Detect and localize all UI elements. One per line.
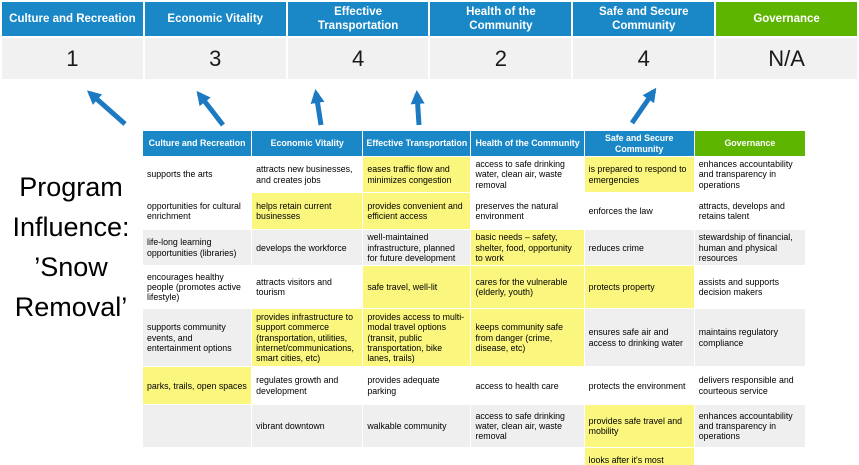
- score-value: 3: [144, 38, 286, 79]
- matrix-cell: access to safe drinking water, clean air…: [471, 405, 584, 448]
- matrix-cell: protects the environment: [584, 367, 694, 405]
- matrix-cell: vibrant downtown: [252, 405, 363, 448]
- matrix-row: vibrant downtown walkable community access…: [143, 405, 805, 448]
- category-cell: Culture and Recreation: [2, 2, 143, 36]
- matrix-cell: supports the arts: [143, 157, 252, 193]
- score-value: 4: [287, 38, 429, 79]
- matrix-cell: reduces crime: [584, 230, 694, 266]
- matrix-cell: opportunities for cultural enrichment: [143, 193, 252, 230]
- matrix-cell: ensures safe air and access to drinking …: [584, 309, 694, 367]
- matrix-cell: [363, 448, 471, 465]
- matrix-row: parks, trails, open spaces regulates grow…: [143, 367, 805, 405]
- matrix-cell: supports community events, and entertain…: [143, 309, 252, 367]
- matrix-cell: walkable community: [363, 405, 471, 448]
- matrix-column-header: Culture and Recreation: [143, 131, 252, 156]
- matrix-cell: provides infrastructure to support comme…: [252, 309, 363, 367]
- up-arrow: [87, 90, 127, 126]
- matrix-cell: develops the workforce: [252, 230, 363, 266]
- program-title: Program Influence: ’Snow Removal’: [12, 172, 130, 322]
- matrix-cell: encourages healthy people (promotes acti…: [143, 266, 252, 309]
- matrix-cell: provides safe travel and mobility: [584, 405, 694, 448]
- matrix-cell: enhances accountability and transparency…: [694, 405, 805, 448]
- matrix-cell: provides convenient and efficient access: [363, 193, 471, 230]
- matrix-cell: provides access to multi-modal travel op…: [363, 309, 471, 367]
- matrix-row: life-long learning opportunities (librar…: [143, 230, 805, 266]
- matrix-cell: enforces the law: [584, 193, 694, 230]
- matrix-cell: looks after it's most vulnerable: [584, 448, 694, 465]
- matrix-header-row: Culture and Recreation Economic Vitality E…: [143, 131, 805, 156]
- matrix-cell: basic needs – safety, shelter, food, opp…: [471, 230, 584, 266]
- matrix-cell: delivers responsible and courteous servi…: [694, 367, 805, 405]
- matrix-row: supports community events, and entertain…: [143, 309, 805, 367]
- matrix-row: encourages healthy people (promotes acti…: [143, 266, 805, 309]
- up-arrow: [629, 87, 657, 125]
- category-cell: Health of the Community: [430, 2, 572, 36]
- matrix-cell: [471, 448, 584, 465]
- score-value: N/A: [716, 38, 857, 79]
- matrix-cell: [143, 448, 252, 465]
- matrix-cell: maintains regulatory compliance: [694, 309, 805, 367]
- matrix-cell: regulates growth and development: [252, 367, 363, 405]
- matrix-cell: [143, 405, 252, 448]
- matrix-cell: preserves the natural environment: [471, 193, 584, 230]
- up-arrow: [196, 90, 225, 127]
- matrix-row: looks after it's most vulnerable: [143, 448, 805, 465]
- scoreboard: Culture and Recreation Economic Vitality E…: [2, 2, 857, 79]
- matrix-column-header: Health of the Community: [471, 131, 584, 156]
- matrix-column-header: Governance: [694, 131, 805, 156]
- matrix-cell: attracts visitors and tourism: [252, 266, 363, 309]
- category-cell: Governance: [716, 2, 857, 36]
- matrix-cell: provides adequate parking: [363, 367, 471, 405]
- matrix-cell: well-maintained infrastructure, planned …: [363, 230, 471, 266]
- matrix-cell: enhances accountability and transparency…: [694, 157, 805, 193]
- matrix-table: Culture and Recreation Economic Vitality E…: [142, 130, 806, 465]
- matrix-cell: [694, 448, 805, 465]
- matrix-cell: life-long learning opportunities (librar…: [143, 230, 252, 266]
- influence-matrix: Culture and Recreation Economic Vitality E…: [142, 130, 806, 465]
- matrix-column-header: Safe and Secure Community: [584, 131, 694, 156]
- score-row: 1 3 4 2 4 N/A: [2, 38, 857, 79]
- category-cell: Effective Transportation: [287, 2, 429, 36]
- matrix-cell: attracts, develops and retains talent: [694, 193, 805, 230]
- matrix-column-header: Effective Transportation: [363, 131, 471, 156]
- score-value: 1: [2, 38, 143, 79]
- matrix-cell: helps retain current businesses: [252, 193, 363, 230]
- matrix-cell: access to health care: [471, 367, 584, 405]
- matrix-cell: assists and supports decision makers: [694, 266, 805, 309]
- matrix-cell: attracts new businesses, and creates job…: [252, 157, 363, 193]
- matrix-row: supports the arts attracts new businesses…: [143, 157, 805, 193]
- category-cell: Safe and Secure Community: [573, 2, 715, 36]
- score-value: 4: [573, 38, 715, 79]
- matrix-column-header: Economic Vitality: [252, 131, 363, 156]
- up-arrow: [410, 90, 425, 126]
- matrix-cell: stewardship of financial, human and phys…: [694, 230, 805, 266]
- up-arrow: [310, 89, 325, 126]
- matrix-cell: parks, trails, open spaces: [143, 367, 252, 405]
- category-cell: Economic Vitality: [144, 2, 286, 36]
- matrix-cell: protects property: [584, 266, 694, 309]
- matrix-cell: cares for the vulnerable (elderly, youth…: [471, 266, 584, 309]
- matrix-cell: keeps community safe from danger (crime,…: [471, 309, 584, 367]
- matrix-row: opportunities for cultural enrichment hel…: [143, 193, 805, 230]
- matrix-cell: is prepared to respond to emergencies: [584, 157, 694, 193]
- category-row: Culture and Recreation Economic Vitality E…: [2, 2, 857, 36]
- matrix-cell: access to safe drinking water, clean air…: [471, 157, 584, 193]
- matrix-cell: [252, 448, 363, 465]
- matrix-cell: safe travel, well-lit: [363, 266, 471, 309]
- score-value: 2: [430, 38, 572, 79]
- matrix-cell: eases traffic flow and minimizes congest…: [363, 157, 471, 193]
